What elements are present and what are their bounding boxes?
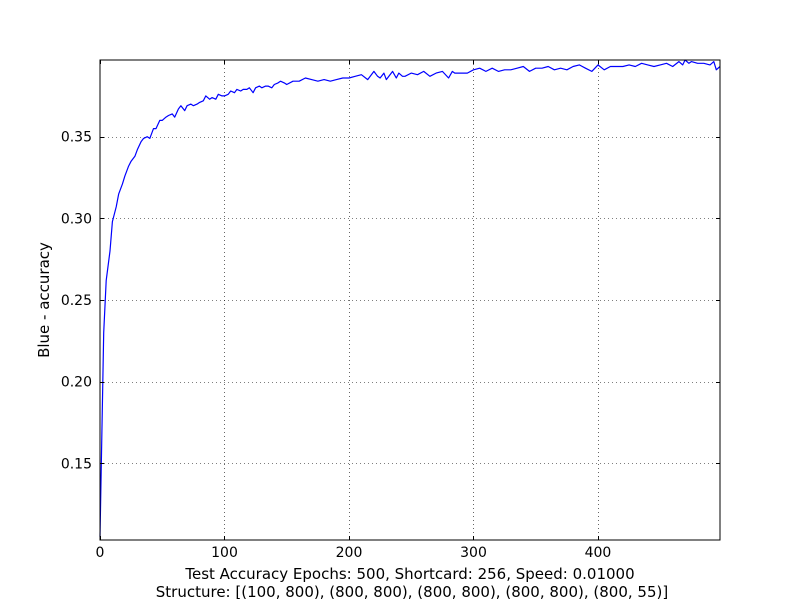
x-tick-label: 400: [585, 545, 612, 561]
ticks: 0 100 200 300 400 0.15 0.20 0.25 0.30 0.35: [61, 60, 720, 561]
x-axis-label-line2: Structure: [(100, 800), (800, 800), (800…: [156, 583, 668, 600]
y-tick-label: 0.30: [61, 211, 92, 227]
grid: [100, 60, 720, 540]
y-tick-label: 0.35: [61, 130, 92, 146]
y-tick-label: 0.20: [61, 375, 92, 391]
x-tick-label: 300: [460, 545, 487, 561]
x-tick-label: 100: [211, 545, 238, 561]
plot-area: [99, 59, 721, 537]
y-axis-label: Blue - accuracy: [35, 242, 53, 358]
x-tick-label: 200: [336, 545, 363, 561]
x-axis-label-line1: Test Accuracy Epochs: 500, Shortcard: 25…: [184, 565, 634, 583]
y-tick-label: 0.25: [61, 293, 92, 309]
y-tick-label: 0.15: [61, 456, 92, 472]
series-line: [99, 59, 721, 537]
axes-frame: [99, 59, 721, 541]
x-tick-label: 0: [96, 545, 105, 561]
